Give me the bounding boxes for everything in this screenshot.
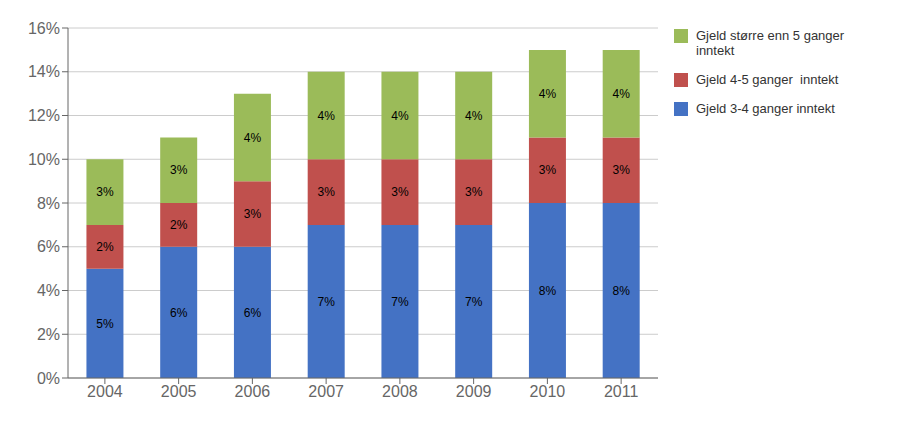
svg-text:2%: 2%: [96, 240, 114, 254]
svg-text:3%: 3%: [613, 163, 631, 177]
svg-text:7%: 7%: [465, 295, 483, 309]
svg-text:14%: 14%: [28, 63, 60, 80]
svg-text:3%: 3%: [318, 185, 336, 199]
svg-text:2007: 2007: [308, 383, 344, 400]
svg-text:2006: 2006: [235, 383, 271, 400]
svg-text:4%: 4%: [318, 109, 336, 123]
svg-text:8%: 8%: [613, 284, 631, 298]
svg-text:2010: 2010: [530, 383, 566, 400]
svg-text:5%: 5%: [96, 317, 114, 331]
svg-text:4%: 4%: [244, 131, 262, 145]
svg-text:2008: 2008: [382, 383, 418, 400]
svg-text:8%: 8%: [37, 195, 60, 212]
svg-text:0%: 0%: [37, 370, 60, 387]
svg-text:6%: 6%: [37, 238, 60, 255]
svg-text:16%: 16%: [28, 20, 60, 37]
svg-text:4%: 4%: [613, 87, 631, 101]
svg-text:3%: 3%: [96, 185, 114, 199]
svg-text:6%: 6%: [170, 306, 188, 320]
svg-text:12%: 12%: [28, 107, 60, 124]
svg-text:4%: 4%: [539, 87, 557, 101]
svg-text:2009: 2009: [456, 383, 492, 400]
html-text:Gjeld 4-5 ganger inntekt: Gjeld 4-5 ganger inntekt: [696, 72, 839, 87]
svg-text:4%: 4%: [465, 109, 483, 123]
html-text:Gjeld 3-4 ganger inntekt: Gjeld 3-4 ganger inntekt: [696, 101, 835, 116]
svg-text:3%: 3%: [539, 163, 557, 177]
svg-text:2%: 2%: [37, 326, 60, 343]
svg-text:2011: 2011: [604, 383, 639, 400]
svg-text:2005: 2005: [161, 383, 197, 400]
svg-text:3%: 3%: [391, 185, 409, 199]
svg-text:10%: 10%: [28, 151, 60, 168]
svg-text:7%: 7%: [391, 295, 409, 309]
svg-text:3%: 3%: [244, 207, 262, 221]
svg-text:8%: 8%: [539, 284, 557, 298]
svg-text:7%: 7%: [318, 295, 336, 309]
html-text:Gjeld større enn 5 ganger innt: Gjeld større enn 5 ganger inntekt: [696, 28, 845, 58]
svg-text:2%: 2%: [170, 218, 188, 232]
svg-text:2004: 2004: [87, 383, 123, 400]
svg-text:3%: 3%: [170, 163, 188, 177]
svg-text:6%: 6%: [244, 306, 262, 320]
svg-text:3%: 3%: [465, 185, 483, 199]
svg-text:4%: 4%: [391, 109, 409, 123]
svg-text:4%: 4%: [37, 282, 60, 299]
